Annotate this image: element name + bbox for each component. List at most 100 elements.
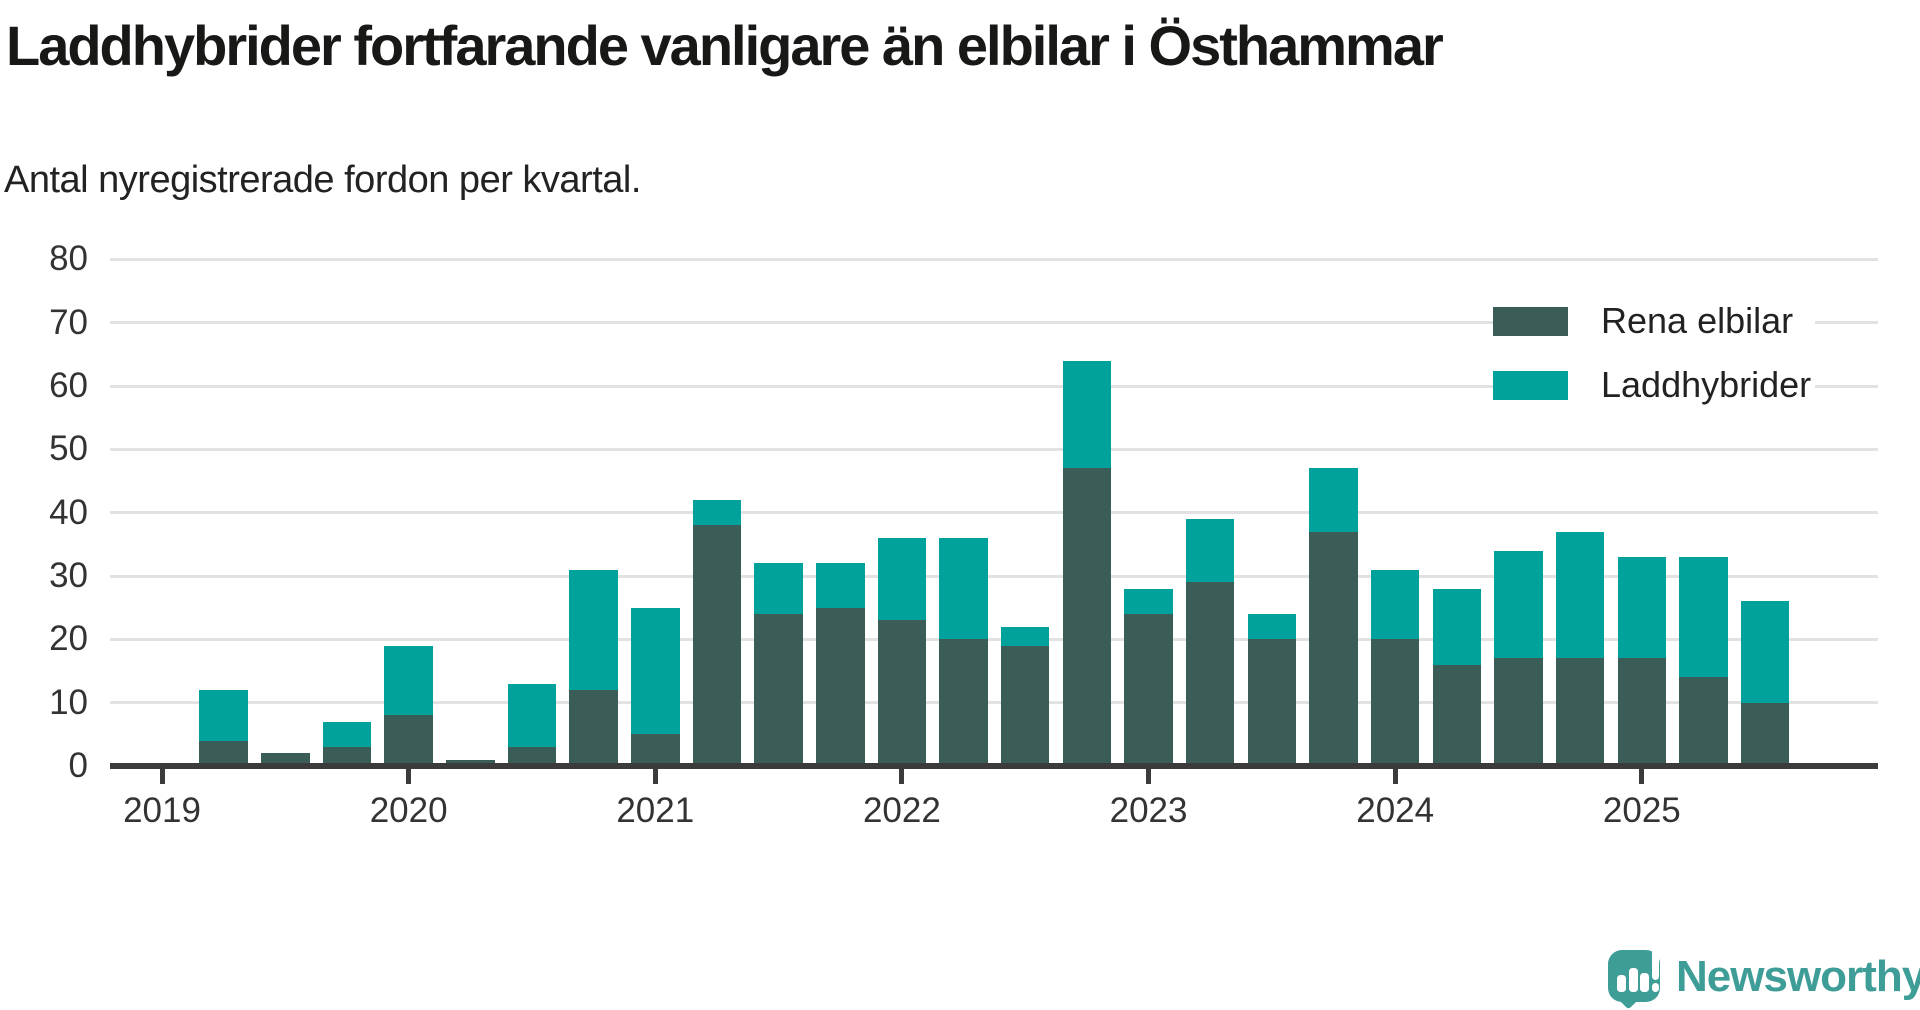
bar-segment-laddhybrider bbox=[1124, 588, 1173, 614]
x-axis-tick bbox=[1639, 769, 1645, 784]
bar-glyph bbox=[1628, 968, 1638, 992]
exclamation-dot-glyph bbox=[1651, 983, 1659, 992]
bar-segment-laddhybrider bbox=[1432, 588, 1482, 665]
y-axis-tick-label: 40 bbox=[49, 492, 88, 532]
y-axis-tick-label: 20 bbox=[49, 619, 88, 659]
bar-segment-laddhybrider bbox=[939, 538, 988, 640]
y-axis-tick-label: 50 bbox=[49, 429, 88, 469]
bar-segment-laddhybrider bbox=[1247, 614, 1297, 640]
bar-segment-rena-elbilar bbox=[569, 690, 618, 766]
x-axis-tick bbox=[1146, 769, 1152, 784]
x-axis-tick-label: 2021 bbox=[616, 791, 695, 830]
bar-segment-rena-elbilar bbox=[1740, 702, 1790, 766]
gridline bbox=[110, 701, 1878, 705]
legend: Rena elbilar Laddhybrider bbox=[1493, 300, 1816, 431]
bar-glyph bbox=[1640, 973, 1649, 992]
bar-segment-laddhybrider bbox=[199, 690, 248, 741]
bar-segment-rena-elbilar bbox=[1000, 645, 1050, 766]
bar-segment-rena-elbilar bbox=[1370, 639, 1420, 766]
x-axis-tick-label: 2023 bbox=[1109, 791, 1188, 830]
gridline bbox=[110, 447, 1878, 451]
legend-label: Laddhybrider bbox=[1601, 364, 1812, 405]
x-axis-tick bbox=[1392, 769, 1398, 784]
bar-segment-rena-elbilar bbox=[816, 607, 865, 766]
y-axis-tick-label: 10 bbox=[49, 682, 88, 722]
bar-segment-rena-elbilar bbox=[1062, 468, 1112, 766]
x-axis-tick-label: 2019 bbox=[123, 791, 201, 830]
y-axis-tick-label: 30 bbox=[49, 556, 88, 595]
bar-segment-laddhybrider bbox=[816, 563, 865, 608]
bar-segment-rena-elbilar bbox=[1185, 582, 1235, 766]
logo-text: Newsworthy bbox=[1676, 952, 1920, 1001]
bar-segment-laddhybrider bbox=[322, 721, 372, 747]
y-axis-tick-label: 0 bbox=[68, 746, 88, 785]
legend-item-laddhybrider: Laddhybrider bbox=[1493, 364, 1816, 405]
gridline bbox=[110, 257, 1878, 261]
x-axis-tick-label: 2022 bbox=[862, 791, 941, 830]
bar-segment-rena-elbilar bbox=[446, 759, 495, 766]
bar-glyph bbox=[1617, 975, 1626, 992]
bar-segment-laddhybrider bbox=[754, 563, 803, 614]
bar-segment-laddhybrider bbox=[1740, 601, 1790, 703]
bar-segment-laddhybrider bbox=[1617, 557, 1667, 659]
bar-segment-laddhybrider bbox=[1000, 626, 1050, 646]
bar-segment-rena-elbilar bbox=[1309, 531, 1358, 766]
bar-segment-laddhybrider bbox=[1679, 557, 1728, 678]
bar-segment-laddhybrider bbox=[1185, 519, 1235, 583]
x-axis-tick-label: 2024 bbox=[1356, 791, 1435, 830]
y-axis-tick-label: 80 bbox=[49, 239, 88, 279]
x-axis-tick bbox=[899, 769, 905, 784]
bar-segment-laddhybrider bbox=[692, 500, 742, 526]
legend-swatch-rena-elbilar bbox=[1493, 306, 1568, 336]
bar-segment-rena-elbilar bbox=[1494, 658, 1543, 766]
newsworthy-logo[interactable]: Newsworthy bbox=[1608, 939, 1920, 1010]
gridline bbox=[110, 511, 1878, 515]
bar-segment-rena-elbilar bbox=[384, 715, 433, 766]
page-title: Laddhybrider fortfarande vanligare än el… bbox=[6, 14, 1444, 77]
bar-segment-rena-elbilar bbox=[199, 740, 248, 766]
bar-segment-rena-elbilar bbox=[939, 639, 988, 766]
bar-segment-laddhybrider bbox=[1370, 569, 1420, 640]
bar-segment-laddhybrider bbox=[1309, 468, 1358, 532]
x-axis-line bbox=[110, 763, 1878, 769]
bar-segment-rena-elbilar bbox=[261, 753, 310, 766]
x-axis-tick-label: 2025 bbox=[1602, 791, 1681, 830]
bar-segment-laddhybrider bbox=[877, 538, 927, 621]
bar-segment-laddhybrider bbox=[1062, 360, 1112, 469]
bar-segment-rena-elbilar bbox=[631, 734, 680, 766]
gridline bbox=[110, 637, 1878, 641]
bar-segment-rena-elbilar bbox=[1617, 658, 1667, 766]
y-axis-tick-label: 70 bbox=[49, 302, 88, 342]
bar-segment-rena-elbilar bbox=[1124, 614, 1173, 766]
x-axis-tick bbox=[652, 769, 658, 784]
legend-item-rena-elbilar: Rena elbilar bbox=[1493, 300, 1816, 341]
exclamation-glyph bbox=[1651, 939, 1659, 980]
bar-segment-rena-elbilar bbox=[1432, 664, 1482, 766]
gridline bbox=[110, 384, 1878, 388]
bar-segment-rena-elbilar bbox=[507, 747, 557, 766]
bar-segment-rena-elbilar bbox=[322, 747, 372, 766]
x-axis-tick-label: 2020 bbox=[369, 791, 448, 830]
bar-segment-laddhybrider bbox=[1494, 550, 1543, 659]
bar-segment-laddhybrider bbox=[631, 607, 680, 735]
bar-segment-laddhybrider bbox=[1555, 531, 1605, 659]
page-subtitle: Antal nyregistrerade fordon per kvartal. bbox=[4, 159, 641, 201]
bar-segment-laddhybrider bbox=[507, 683, 557, 747]
x-axis-tick bbox=[406, 769, 412, 784]
speech-bubble-bar-chart-icon bbox=[1608, 939, 1660, 1002]
legend-swatch-laddhybrider bbox=[1493, 370, 1568, 400]
bar-segment-rena-elbilar bbox=[1247, 639, 1297, 766]
bar-segment-laddhybrider bbox=[384, 645, 433, 716]
bar-segment-rena-elbilar bbox=[754, 614, 803, 766]
gridline bbox=[110, 321, 1878, 325]
bar-segment-rena-elbilar bbox=[1679, 677, 1728, 766]
x-axis-tick bbox=[159, 769, 165, 784]
bar-segment-rena-elbilar bbox=[1555, 658, 1605, 766]
bar-segment-rena-elbilar bbox=[692, 525, 742, 766]
gridline bbox=[110, 574, 1878, 578]
y-axis-tick-label: 60 bbox=[49, 366, 88, 406]
bar-segment-rena-elbilar bbox=[877, 620, 927, 766]
legend-label: Rena elbilar bbox=[1601, 300, 1794, 341]
bar-segment-laddhybrider bbox=[569, 569, 618, 690]
